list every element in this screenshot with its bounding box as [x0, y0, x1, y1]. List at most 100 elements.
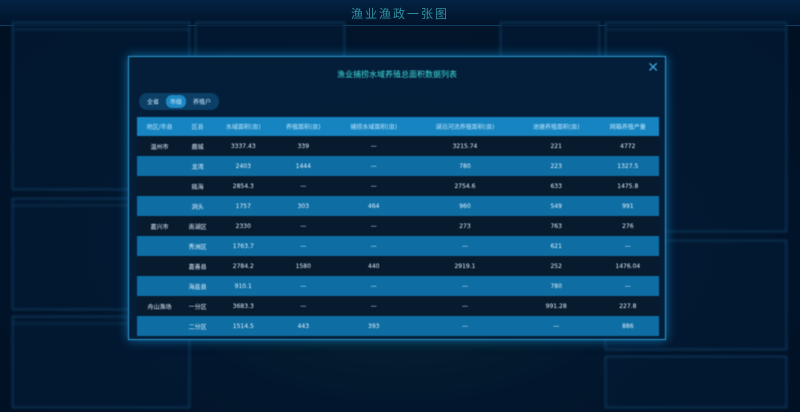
modal-title: 渔业捕捞水域养殖总面积数据列表: [337, 70, 457, 79]
table-row[interactable]: 二分区 1514.5 443 393 — — 886: [137, 316, 659, 336]
table-cell: —: [370, 282, 377, 290]
table-cell: 嘉兴市: [150, 223, 169, 231]
table-cell: —: [370, 182, 377, 190]
table-cell: 1514.5: [232, 322, 254, 330]
table-cell: —: [461, 322, 468, 330]
column-header: 区县: [182, 117, 214, 136]
table-cell: 1475.8: [617, 182, 639, 190]
center-top-panel: [195, 22, 345, 62]
column-header: 池塘养殖面积(亩): [515, 117, 597, 136]
table-row[interactable]: 瓯海 2854.3 — — 2754.6 633 1475.8: [137, 176, 659, 196]
table-cell: 991.28: [545, 302, 567, 310]
table-cell: 2919.1: [454, 262, 476, 270]
table-cell: 海盐县: [188, 283, 207, 291]
table-row[interactable]: 嘉善县 2784.2 1580 440 2919.1 252 1476.04: [137, 256, 659, 276]
tab-group: 全省 市级 养殖户: [139, 93, 220, 110]
table-cell: [137, 316, 182, 336]
table-cell: 339: [297, 142, 310, 150]
close-icon[interactable]: ✕: [647, 60, 659, 76]
table-cell: 1580: [295, 262, 311, 270]
table-cell: —: [553, 322, 560, 330]
table-cell: 3337.43: [230, 142, 256, 150]
table-cell: [137, 236, 182, 256]
table-row[interactable]: 温州市 鹿城 3337.43 339 — 3215.74 221 4772: [137, 136, 659, 156]
table-cell: 2330: [235, 222, 251, 230]
table-cell: 440: [368, 262, 380, 270]
table-cell: 443: [297, 322, 310, 330]
table-cell: —: [370, 302, 377, 310]
data-table: 地区/市县 区县 水域面积(亩) 养殖面积(亩) 捕捞水域面积(亩) 湖泊河流养殖面积(亩…: [137, 117, 659, 336]
table-cell: 南湖区: [188, 223, 207, 231]
table-cell: 780: [550, 282, 562, 290]
table-row[interactable]: 海盐县 910.1 — — — 780 —: [137, 276, 659, 296]
table-cell: 舟山渔场: [147, 303, 172, 311]
tab-province[interactable]: 全省: [147, 99, 160, 106]
table-row[interactable]: 舟山渔场 一分区 3683.3 — — — 991.28 227.8: [137, 296, 659, 316]
table-cell: 910.1: [234, 282, 252, 290]
table-cell: —: [300, 282, 307, 290]
table-cell: 223: [550, 162, 562, 170]
table-cell: 2784.2: [232, 262, 254, 270]
table-cell: —: [300, 182, 307, 190]
table-cell: —: [624, 282, 631, 290]
table-cell: 227.8: [619, 302, 637, 310]
table-cell: 633: [550, 182, 562, 190]
table-cell: 洞头: [191, 203, 204, 211]
table-cell: —: [624, 242, 631, 250]
data-list-modal: 渔业捕捞水域养殖总面积数据列表 ✕ 全省 市级 养殖户 地区/市县 区县 水域面积(…: [128, 56, 666, 340]
table-cell: 621: [550, 242, 562, 250]
table-cell: [137, 176, 182, 196]
table-row[interactable]: 嘉兴市 南湖区 2330 — — 273 763 276: [137, 216, 659, 236]
table-cell: 763: [550, 222, 562, 230]
top-bar: 渔业渔政一张图: [0, 0, 800, 26]
table-cell: [137, 256, 182, 276]
table-cell: 4772: [620, 142, 636, 150]
table-cell: 464: [368, 202, 380, 210]
table-cell: [137, 276, 182, 296]
table-cell: 2854.3: [232, 182, 254, 190]
column-header: 捕捞水域面积(亩): [333, 117, 415, 136]
table-cell: 960: [459, 202, 471, 210]
table-cell: —: [461, 282, 468, 290]
table-cell: —: [300, 222, 307, 230]
table-cell: 276: [622, 222, 634, 230]
table-cell: —: [370, 242, 377, 250]
column-header: 湖泊河流养殖面积(亩): [414, 117, 516, 136]
table-row[interactable]: 洞头 1757 303 464 960 549 991: [137, 196, 659, 216]
tab-farmer[interactable]: 养殖户: [193, 99, 212, 106]
table-row[interactable]: 秀洲区 1763.7 — — — 621 —: [137, 236, 659, 256]
table-cell: 252: [550, 262, 562, 270]
column-header: 地区/市县: [137, 117, 183, 136]
table-cell: 3215.74: [452, 142, 478, 150]
table-cell: 1327.5: [617, 162, 639, 170]
table-cell: 273: [459, 222, 471, 230]
table-cell: 鹿城: [191, 143, 204, 151]
table-cell: —: [300, 302, 307, 310]
table-cell: 1757: [235, 202, 251, 210]
table-cell: 嘉善县: [188, 263, 207, 271]
table-cell: 2403: [235, 162, 251, 170]
table-cell: 3683.3: [232, 302, 254, 310]
table-cell: 549: [550, 202, 562, 210]
table-cell: 221: [550, 142, 562, 150]
table-cell: —: [370, 162, 377, 170]
tab-city[interactable]: 市级: [166, 95, 187, 108]
table-cell: 886: [622, 322, 634, 330]
table-cell: —: [461, 302, 468, 310]
table-cell: 1476.04: [615, 262, 641, 270]
table-row[interactable]: 龙湾 2403 1444 — 780 223 1327.5: [137, 156, 659, 176]
table-cell: —: [461, 242, 468, 250]
page-title: 渔业渔政一张图: [350, 7, 449, 21]
table-cell: 一分区: [188, 303, 207, 311]
table-cell: 温州市: [150, 143, 169, 151]
table-cell: 780: [459, 162, 471, 170]
table-cell: 2754.6: [454, 182, 476, 190]
column-header: 网箱养殖产量: [596, 117, 659, 136]
table-cell: 393: [368, 322, 380, 330]
column-header: 水域面积(亩): [213, 117, 274, 136]
table-cell: —: [370, 142, 377, 150]
table-cell: 1763.7: [232, 242, 254, 250]
table-cell: —: [370, 222, 377, 230]
table-cell: [137, 196, 182, 216]
table-cell: 龙湾: [191, 163, 204, 171]
